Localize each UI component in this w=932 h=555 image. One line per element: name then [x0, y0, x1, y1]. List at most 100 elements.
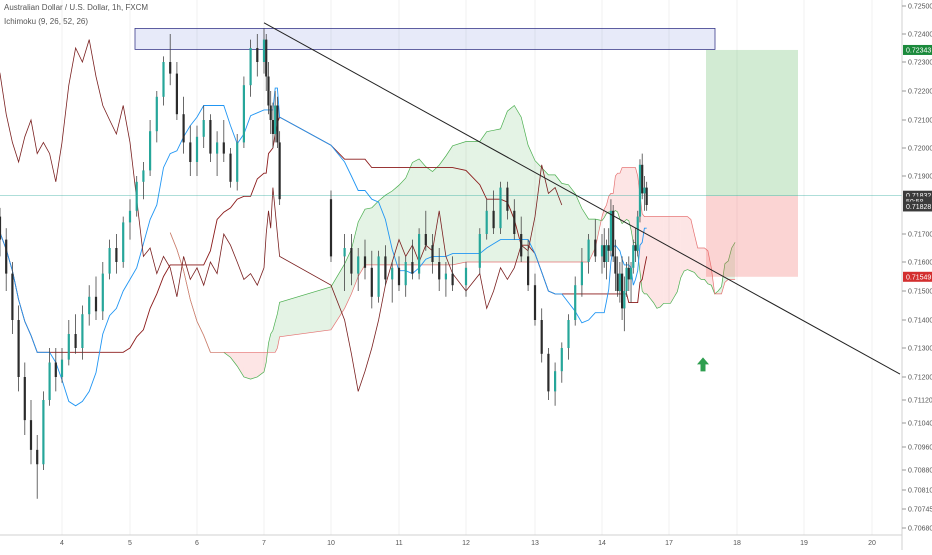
cloud-bear-segment: [646, 216, 651, 299]
candle-down: [370, 267, 373, 297]
candle-down: [540, 320, 543, 354]
candle-down: [612, 210, 615, 257]
cloud-bear-segment: [663, 216, 668, 304]
senkou-span-a: [169, 104, 736, 380]
candle-down: [411, 262, 414, 274]
candle-down: [506, 187, 509, 211]
candle-up: [605, 245, 608, 262]
candle-up: [202, 120, 205, 137]
y-tick-label: 0.70680: [908, 526, 932, 533]
cloud-bull-segment: [365, 207, 372, 265]
trendline: [263, 22, 901, 375]
cloud-bear-segment: [608, 193, 611, 212]
cloud-bear-segment: [673, 216, 678, 298]
buy-arrow-icon: [697, 357, 709, 372]
candle-up: [128, 210, 132, 223]
candle-up: [236, 142, 239, 182]
cloud-bear-segment: [687, 216, 691, 271]
cloud-bull-segment: [439, 155, 446, 265]
cloud-bull-segment: [452, 141, 466, 265]
candle-down: [616, 273, 619, 291]
cloud-bear-segment: [230, 352, 238, 367]
candle-down: [5, 239, 8, 274]
cloud-bull-segment: [731, 242, 736, 280]
cloud-bear-segment: [610, 193, 614, 212]
cloud-bear-segment: [677, 216, 681, 292]
candle-down: [182, 114, 185, 143]
cloud-bear-segment: [626, 167, 629, 221]
ichimoku-cloud: [170, 105, 736, 380]
cloud-bear-segment: [707, 250, 712, 286]
candle-down: [29, 420, 33, 450]
candle-down: [492, 210, 495, 229]
price-tag: [903, 271, 932, 282]
cloud-bull-segment: [507, 105, 515, 262]
chikou-span-line: [0, 39, 563, 392]
candle-down: [271, 120, 275, 134]
candle-down: [424, 234, 427, 246]
cloud-bear-segment: [237, 352, 244, 377]
candle-up: [609, 210, 613, 251]
cloud-bear-segment: [633, 167, 636, 243]
candle-up: [343, 248, 346, 257]
cloud-bear-segment: [615, 173, 618, 212]
cloud-bull-segment: [718, 286, 722, 294]
candle-up: [623, 291, 626, 309]
cloud-bull-segment: [724, 260, 729, 283]
cloud-bear-segment: [644, 216, 647, 294]
cloud-bull-segment: [419, 158, 426, 265]
y-tick-label: 0.72100: [908, 118, 932, 125]
candle-up: [67, 334, 70, 360]
x-tick-label: 7: [262, 540, 266, 547]
price-tag-label: 0.72343: [906, 47, 931, 54]
candle-down: [94, 296, 98, 312]
price-tag: [903, 190, 932, 201]
cloud-bull-segment: [425, 166, 433, 265]
target-zone: [706, 49, 798, 196]
cloud-bull-segment: [486, 130, 494, 262]
senkou-span-b: [169, 167, 736, 353]
candle-down: [607, 245, 610, 251]
y-tick-label: 0.72400: [908, 32, 932, 39]
cloud-bull-segment: [445, 145, 453, 265]
price-tag-label: 0.71549: [906, 274, 931, 281]
candle-up: [108, 248, 111, 274]
cloud-bull-segment: [358, 209, 365, 277]
y-tick-label: 0.71300: [908, 346, 932, 353]
candle-up: [600, 245, 604, 257]
cloud-bull-segment: [568, 184, 576, 262]
x-tick-label: 20: [868, 540, 876, 547]
x-tick-label: 18: [733, 540, 741, 547]
candle-down: [438, 262, 441, 280]
y-tick-label: 0.71200: [908, 375, 932, 382]
candle-up: [274, 105, 277, 134]
cloud-bear-segment: [264, 352, 267, 372]
candle-up: [632, 245, 635, 268]
y-tick-label: 0.71500: [908, 289, 932, 296]
resistance-zone: [134, 27, 716, 50]
candle-down: [54, 362, 57, 377]
candle-up: [404, 262, 407, 286]
candle-up: [216, 142, 219, 154]
price-tag: [903, 201, 932, 212]
cloud-bull-segment: [331, 263, 345, 330]
cloud-bull-segment: [528, 145, 535, 262]
candle-down: [269, 105, 272, 120]
y-tick-label: 0.70745: [908, 507, 932, 514]
price-tag-label: 0.71828: [906, 204, 931, 211]
candle-down: [533, 285, 537, 320]
cloud-bull-segment: [466, 141, 480, 262]
cloud-bear-segment: [680, 216, 685, 278]
cloud-bear-segment: [639, 194, 643, 291]
candle-down: [222, 142, 225, 154]
cloud-bear-segment: [631, 167, 634, 243]
cloud-bull-segment: [279, 286, 331, 337]
candle-down: [265, 39, 268, 77]
y-tick-label: 0.70810: [908, 488, 932, 495]
cloud-bull-segment: [581, 208, 589, 262]
candle-down: [189, 142, 192, 162]
tenkan-sen-line: [0, 87, 647, 407]
price-tag: [903, 44, 932, 55]
candle-up: [149, 131, 152, 171]
candle-up: [629, 267, 633, 280]
